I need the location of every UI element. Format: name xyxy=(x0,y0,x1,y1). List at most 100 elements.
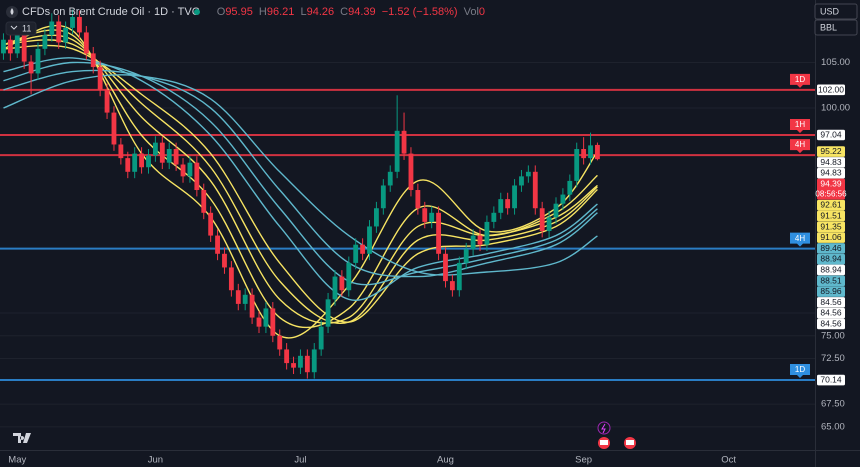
indicators-toggle[interactable] xyxy=(5,21,37,36)
price-label xyxy=(817,318,845,330)
candle-body xyxy=(470,235,476,250)
candle-body xyxy=(166,149,172,163)
indicators-count: 11 xyxy=(22,23,31,33)
candle-body xyxy=(222,253,227,268)
candle-body xyxy=(387,171,393,186)
price-label xyxy=(817,286,845,297)
chevron xyxy=(10,25,18,30)
level-badge xyxy=(790,73,810,88)
ohlc-value: 96.21 xyxy=(267,6,295,18)
candle-body xyxy=(201,190,207,213)
y-tick-label: 67.50 xyxy=(821,399,845,410)
candle-body xyxy=(311,349,317,373)
candle-body xyxy=(512,185,517,209)
level-badge xyxy=(790,119,810,133)
candle-body xyxy=(519,176,524,186)
logo-shape xyxy=(13,433,31,443)
tradingview-logo[interactable] xyxy=(13,433,31,443)
candle-body xyxy=(332,276,338,300)
header: CFDs on Brent Crude Oil · 1D · TVC O95.9… xyxy=(22,6,485,18)
ohlc-key: L xyxy=(300,6,306,18)
y-tick-label: 105.00 xyxy=(821,57,850,68)
candle-body xyxy=(505,199,511,209)
candle-body xyxy=(380,185,386,209)
candle-body xyxy=(118,144,124,159)
price-label-text: 88.94 xyxy=(820,254,842,264)
flag-glyph xyxy=(626,440,634,445)
price-label-text: 70.14 xyxy=(820,375,842,385)
market-status[interactable] xyxy=(194,9,200,15)
candle-body xyxy=(318,326,324,350)
candle-body xyxy=(298,355,303,368)
price-label-text: 89.46 xyxy=(820,243,842,253)
price-label-text: 85.96 xyxy=(820,286,842,296)
candle-body xyxy=(422,208,428,222)
level-badge xyxy=(790,232,810,247)
candle-body xyxy=(484,221,490,245)
candle-body xyxy=(7,39,13,54)
unit: BBL xyxy=(820,22,837,32)
candle-body xyxy=(532,171,538,209)
candle-body xyxy=(83,32,89,54)
level-badge xyxy=(790,364,810,379)
candle-body xyxy=(408,153,414,191)
change: −1.52 (−1.58%) xyxy=(382,6,458,18)
candle-body xyxy=(173,149,179,165)
moving-average xyxy=(3,24,599,339)
price-label xyxy=(817,307,845,319)
price-label xyxy=(817,221,845,233)
candle-body xyxy=(208,212,214,236)
price-label xyxy=(817,146,845,157)
candle-body xyxy=(228,267,234,291)
candle-body xyxy=(567,180,573,195)
candle-body xyxy=(139,153,145,168)
candle-body xyxy=(525,171,531,177)
price-label xyxy=(817,243,845,254)
y-tick-label: 100.00 xyxy=(821,103,850,114)
candle-body xyxy=(325,299,331,327)
level-badge-label: 1D xyxy=(795,365,805,374)
candle-body xyxy=(491,212,497,222)
candle-body xyxy=(595,144,600,160)
price-label xyxy=(817,253,845,265)
x-tick-label: Oct xyxy=(721,455,736,466)
plot-area: 1D 1H 4H 4H 1D xyxy=(0,9,815,428)
candle-body xyxy=(180,164,186,177)
event-glyph xyxy=(601,423,606,434)
price-label xyxy=(817,167,845,179)
candle-body xyxy=(588,145,593,159)
candle-body xyxy=(539,208,545,232)
unit-button[interactable] xyxy=(814,19,858,36)
candle-body xyxy=(56,21,62,43)
symbol-icon-drop xyxy=(10,8,14,15)
level-badge-label: 4H xyxy=(795,140,805,149)
event-icon[interactable] xyxy=(597,421,611,435)
candle-body xyxy=(159,142,165,163)
volume-value: 0 xyxy=(479,6,485,18)
price-label xyxy=(817,157,845,168)
moving-average xyxy=(3,34,598,324)
symbol-name[interactable]: CFDs on Brent Crude Oil · 1D · TVC xyxy=(22,6,200,18)
candle-body xyxy=(97,67,103,90)
candle-body xyxy=(1,39,6,54)
candle-body xyxy=(146,155,151,168)
candle-body xyxy=(401,130,407,154)
ohlc-value: 95.95 xyxy=(225,6,253,18)
candle-body xyxy=(42,35,48,49)
candle-body xyxy=(456,262,462,291)
candle-body xyxy=(360,244,366,254)
candle-body xyxy=(477,235,483,245)
candle-body xyxy=(429,212,435,222)
candle-body xyxy=(346,262,352,291)
currency-button[interactable] xyxy=(814,3,858,20)
candle-body xyxy=(77,16,82,33)
ohlc-key: O xyxy=(217,6,226,18)
candle-body xyxy=(498,199,504,213)
candle-body xyxy=(263,308,269,327)
candle-body xyxy=(194,162,200,191)
price-label-text: 91.51 xyxy=(820,211,842,221)
ohlc-key: C xyxy=(340,6,348,18)
candle-body xyxy=(553,203,559,218)
candle-body xyxy=(581,149,587,159)
